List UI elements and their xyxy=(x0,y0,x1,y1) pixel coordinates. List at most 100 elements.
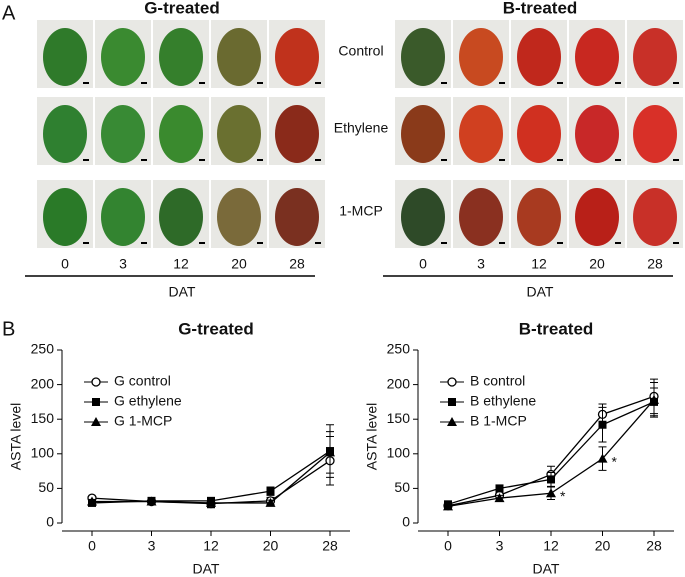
marker xyxy=(494,493,505,503)
marker xyxy=(547,475,555,484)
row-label: Control xyxy=(338,43,383,59)
pepper xyxy=(159,188,203,246)
pepper xyxy=(43,105,87,163)
marker xyxy=(265,497,276,507)
y-axis-label: ASTA level xyxy=(8,403,24,470)
pepper xyxy=(217,188,261,246)
pepper xyxy=(401,188,445,246)
day-label: 3 xyxy=(119,256,127,272)
y-tick-label: 50 xyxy=(38,479,54,495)
x-axis-label: DAT xyxy=(533,561,560,577)
legend-label: B control xyxy=(470,373,525,389)
chart-title: B-treated xyxy=(519,319,594,338)
x-tick-label: 3 xyxy=(496,538,504,554)
pepper xyxy=(459,188,503,246)
x-tick-label: 0 xyxy=(88,538,96,554)
x-tick-label: 12 xyxy=(203,538,219,554)
day-label: 3 xyxy=(477,256,485,272)
pepper xyxy=(275,105,319,163)
day-label: 12 xyxy=(531,256,547,272)
legend-label: G control xyxy=(114,373,171,389)
x-tick-label: 3 xyxy=(148,538,156,554)
scale-bar xyxy=(315,242,321,244)
x-tick-label: 20 xyxy=(263,538,279,554)
x-tick-label: 20 xyxy=(595,538,611,554)
pepper xyxy=(275,188,319,246)
legend-marker xyxy=(91,417,101,426)
legend-label: B ethylene xyxy=(470,393,536,409)
scale-bar xyxy=(557,159,563,161)
scale-bar xyxy=(499,242,505,244)
marker xyxy=(87,496,97,506)
scale-bar xyxy=(199,159,205,161)
pepper xyxy=(575,188,619,246)
y-tick-label: 250 xyxy=(31,341,55,357)
y-tick-label: 50 xyxy=(394,479,410,495)
annotation: * xyxy=(612,453,618,469)
marker xyxy=(206,497,216,507)
scale-bar xyxy=(141,82,147,84)
x-tick-label: 28 xyxy=(646,538,662,554)
axis-label: DAT xyxy=(527,284,554,300)
scale-bar xyxy=(441,242,447,244)
pepper xyxy=(217,28,261,86)
pepper xyxy=(275,28,319,86)
marker xyxy=(546,488,556,498)
pepper xyxy=(517,188,561,246)
y-tick-label: 200 xyxy=(31,375,55,391)
pepper xyxy=(159,105,203,163)
scale-bar xyxy=(315,82,321,84)
scale-bar xyxy=(83,159,89,161)
legend-marker xyxy=(91,377,101,387)
axis-label: DAT xyxy=(169,284,196,300)
series-line xyxy=(92,451,331,504)
marker xyxy=(146,496,157,506)
series-line xyxy=(91,450,331,504)
pepper xyxy=(517,28,561,86)
panel-label: B xyxy=(2,318,15,340)
pepper xyxy=(217,105,261,163)
scale-bar xyxy=(615,242,621,244)
scale-bar xyxy=(615,159,621,161)
y-tick-label: 150 xyxy=(387,410,411,426)
scale-bar xyxy=(141,242,147,244)
legend-marker xyxy=(447,417,457,426)
scale-bar xyxy=(441,82,447,84)
legend-marker xyxy=(447,377,457,387)
scale-bar xyxy=(673,159,679,161)
marker xyxy=(649,394,659,404)
pepper xyxy=(401,28,445,86)
y-tick-label: 100 xyxy=(31,445,55,461)
scale-bar xyxy=(141,159,147,161)
y-tick-label: 0 xyxy=(46,514,54,530)
pepper xyxy=(43,28,87,86)
scale-bar xyxy=(315,159,321,161)
pepper xyxy=(633,28,677,86)
legend-label: G ethylene xyxy=(114,393,182,409)
pepper xyxy=(633,188,677,246)
pepper xyxy=(101,105,145,163)
marker xyxy=(495,484,504,493)
chart-title: G-treated xyxy=(178,319,254,338)
y-axis-label: ASTA level xyxy=(364,403,380,470)
day-label: 12 xyxy=(173,256,189,272)
scale-bar xyxy=(557,242,563,244)
row-label: 1-MCP xyxy=(339,203,383,219)
group-title: G-treated xyxy=(144,0,220,17)
pepper xyxy=(159,28,203,86)
pepper xyxy=(101,28,145,86)
scale-bar xyxy=(499,159,505,161)
scale-bar xyxy=(257,159,263,161)
marker xyxy=(443,501,453,511)
x-tick-label: 28 xyxy=(322,538,338,554)
scale-bar xyxy=(441,159,447,161)
x-axis-label: DAT xyxy=(193,561,220,577)
panel-label: A xyxy=(2,2,16,24)
x-tick-label: 12 xyxy=(543,538,559,554)
legend-label: B 1-MCP xyxy=(470,413,527,429)
scale-bar xyxy=(557,82,563,84)
pepper xyxy=(459,28,503,86)
annotation: * xyxy=(560,488,566,504)
scale-bar xyxy=(199,242,205,244)
marker xyxy=(325,447,335,457)
